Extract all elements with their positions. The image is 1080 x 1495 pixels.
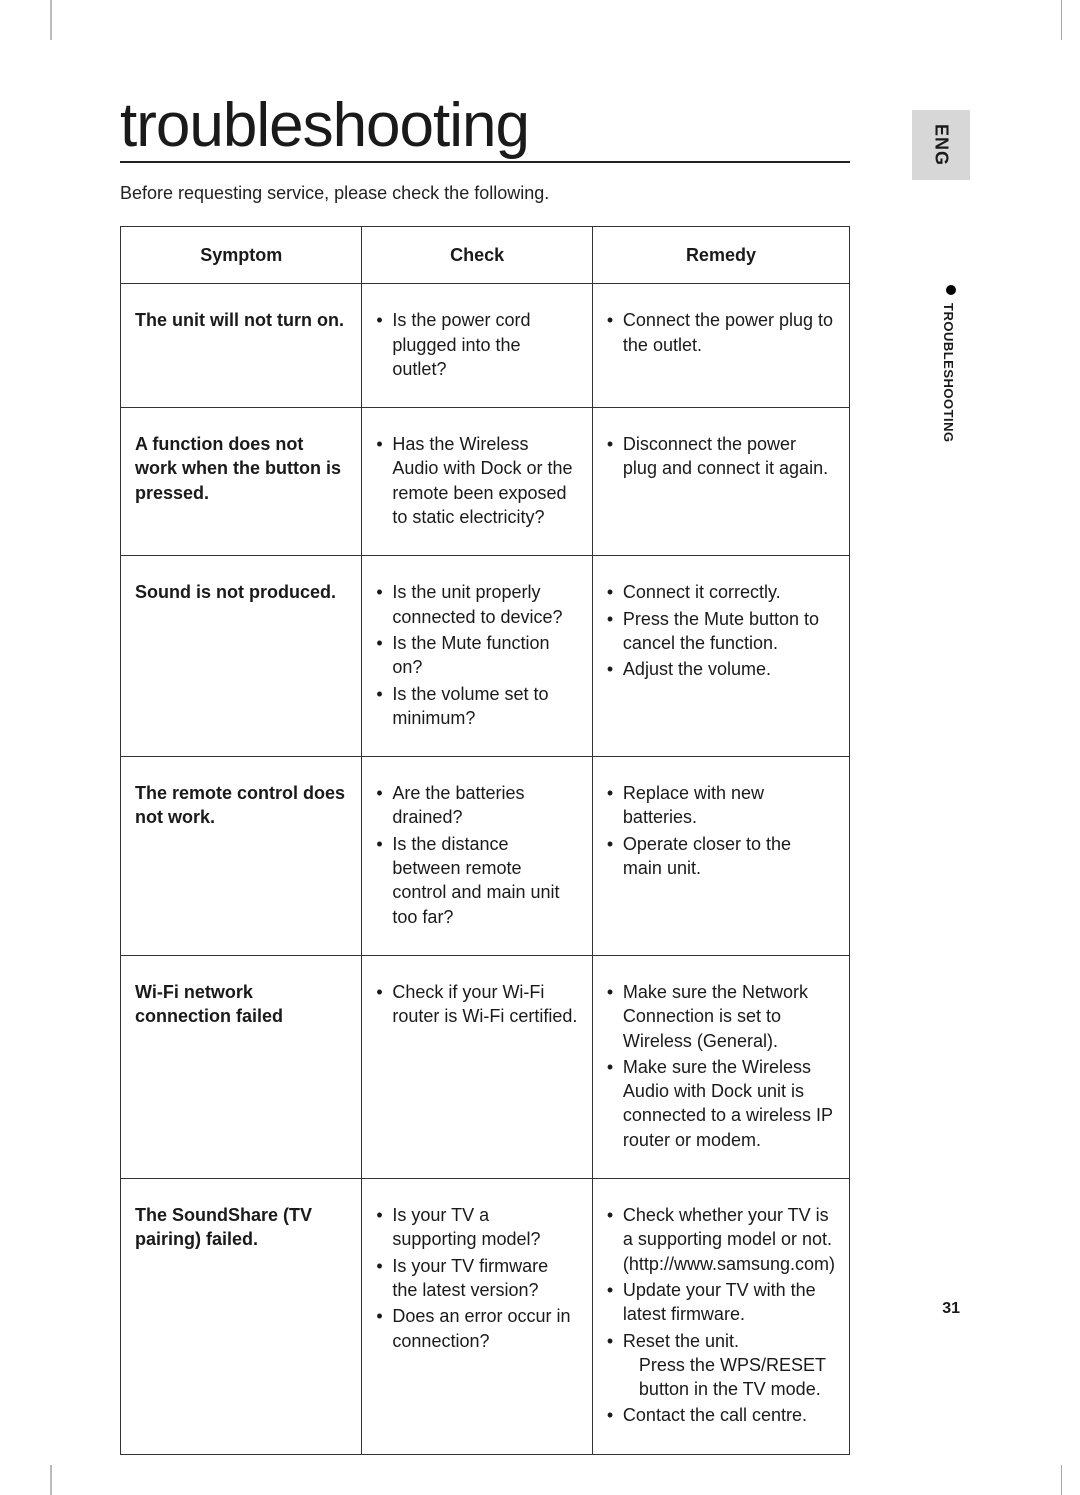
language-tab: ENG xyxy=(912,110,970,180)
remedy-cell: Connect it correctly. Press the Mute butt… xyxy=(592,556,849,757)
list-item: Operate closer to the main unit. xyxy=(607,832,835,881)
table-header-row: Symptom Check Remedy xyxy=(121,227,850,284)
list-item: Does an error occur in connection? xyxy=(376,1304,578,1353)
side-section-text: TROUBLESHOOTING xyxy=(941,303,956,443)
list-item: Is your TV firmware the latest version? xyxy=(376,1254,578,1303)
table-row: A function does not work when the button… xyxy=(121,408,850,556)
list-item: Is the Mute function on? xyxy=(376,631,578,680)
list-item: Check whether your TV is a supporting mo… xyxy=(607,1203,835,1276)
list-item: Is the distance between remote control a… xyxy=(376,832,578,929)
list-item: Are the batteries drained? xyxy=(376,781,578,830)
sub-line: Press the WPS/RESET button in the TV mod… xyxy=(623,1353,835,1402)
table-row: The SoundShare (TV pairing) failed.Is yo… xyxy=(121,1179,850,1455)
remedy-cell: Check whether your TV is a supporting mo… xyxy=(592,1179,849,1455)
crop-mark xyxy=(1061,1465,1062,1495)
list-item: Is the volume set to minimum? xyxy=(376,682,578,731)
check-cell: Has the Wireless Audio with Dock or the … xyxy=(362,408,593,556)
header-symptom: Symptom xyxy=(121,227,362,284)
remedy-cell: Make sure the Network Connection is set … xyxy=(592,955,849,1178)
table-row: The unit will not turn on.Is the power c… xyxy=(121,284,850,408)
check-cell: Check if your Wi-Fi router is Wi-Fi cert… xyxy=(362,955,593,1178)
crop-mark xyxy=(1061,0,1062,40)
list-item: Is the unit properly connected to device… xyxy=(376,580,578,629)
table-body: The unit will not turn on.Is the power c… xyxy=(121,284,850,1454)
crop-mark xyxy=(50,1465,52,1495)
list-item: Has the Wireless Audio with Dock or the … xyxy=(376,432,578,529)
list-item: Is your TV a supporting model? xyxy=(376,1203,578,1252)
table-row: Wi-Fi network connection failed Check if … xyxy=(121,955,850,1178)
check-cell: Is your TV a supporting model?Is your TV… xyxy=(362,1179,593,1455)
intro-text: Before requesting service, please check … xyxy=(120,183,970,204)
list-item: Press the Mute button to cancel the func… xyxy=(607,607,835,656)
symptom-cell: The SoundShare (TV pairing) failed. xyxy=(121,1179,362,1455)
page-number: 31 xyxy=(942,1300,960,1318)
list-item: Make sure the Network Connection is set … xyxy=(607,980,835,1053)
language-code: ENG xyxy=(931,124,952,166)
check-cell: Is the unit properly connected to device… xyxy=(362,556,593,757)
list-item: Replace with new batteries. xyxy=(607,781,835,830)
header-remedy: Remedy xyxy=(592,227,849,284)
list-item: Contact the call centre. xyxy=(607,1403,835,1427)
symptom-cell: Sound is not produced. xyxy=(121,556,362,757)
remedy-cell: Connect the power plug to the outlet. xyxy=(592,284,849,408)
list-item: Connect it correctly. xyxy=(607,580,835,604)
header-check: Check xyxy=(362,227,593,284)
list-item: Reset the unit.Press the WPS/RESET butto… xyxy=(607,1329,835,1402)
table-row: Sound is not produced. Is the unit proper… xyxy=(121,556,850,757)
list-item: Check if your Wi-Fi router is Wi-Fi cert… xyxy=(376,980,578,1029)
section-side-label: TROUBLESHOOTING xyxy=(937,285,958,443)
table-row: The remote control does not work.Are the… xyxy=(121,757,850,956)
troubleshooting-table: Symptom Check Remedy The unit will not t… xyxy=(120,226,850,1455)
symptom-cell: Wi-Fi network connection failed xyxy=(121,955,362,1178)
bullet-icon xyxy=(946,285,956,295)
list-item: Update your TV with the latest firmware. xyxy=(607,1278,835,1327)
symptom-cell: The remote control does not work. xyxy=(121,757,362,956)
list-item: Connect the power plug to the outlet. xyxy=(607,308,835,357)
remedy-cell: Replace with new batteries.Operate close… xyxy=(592,757,849,956)
page-title: troubleshooting xyxy=(120,90,850,163)
list-item: Disconnect the power plug and connect it… xyxy=(607,432,835,481)
check-cell: Are the batteries drained?Is the distanc… xyxy=(362,757,593,956)
list-item: Make sure the Wireless Audio with Dock u… xyxy=(607,1055,835,1152)
page-content: ENG TROUBLESHOOTING troubleshooting Befo… xyxy=(120,90,970,1455)
list-item: Adjust the volume. xyxy=(607,657,835,681)
remedy-cell: Disconnect the power plug and connect it… xyxy=(592,408,849,556)
check-cell: Is the power cord plugged into the outle… xyxy=(362,284,593,408)
symptom-cell: The unit will not turn on. xyxy=(121,284,362,408)
list-item: Is the power cord plugged into the outle… xyxy=(376,308,578,381)
crop-mark xyxy=(50,0,52,40)
symptom-cell: A function does not work when the button… xyxy=(121,408,362,556)
